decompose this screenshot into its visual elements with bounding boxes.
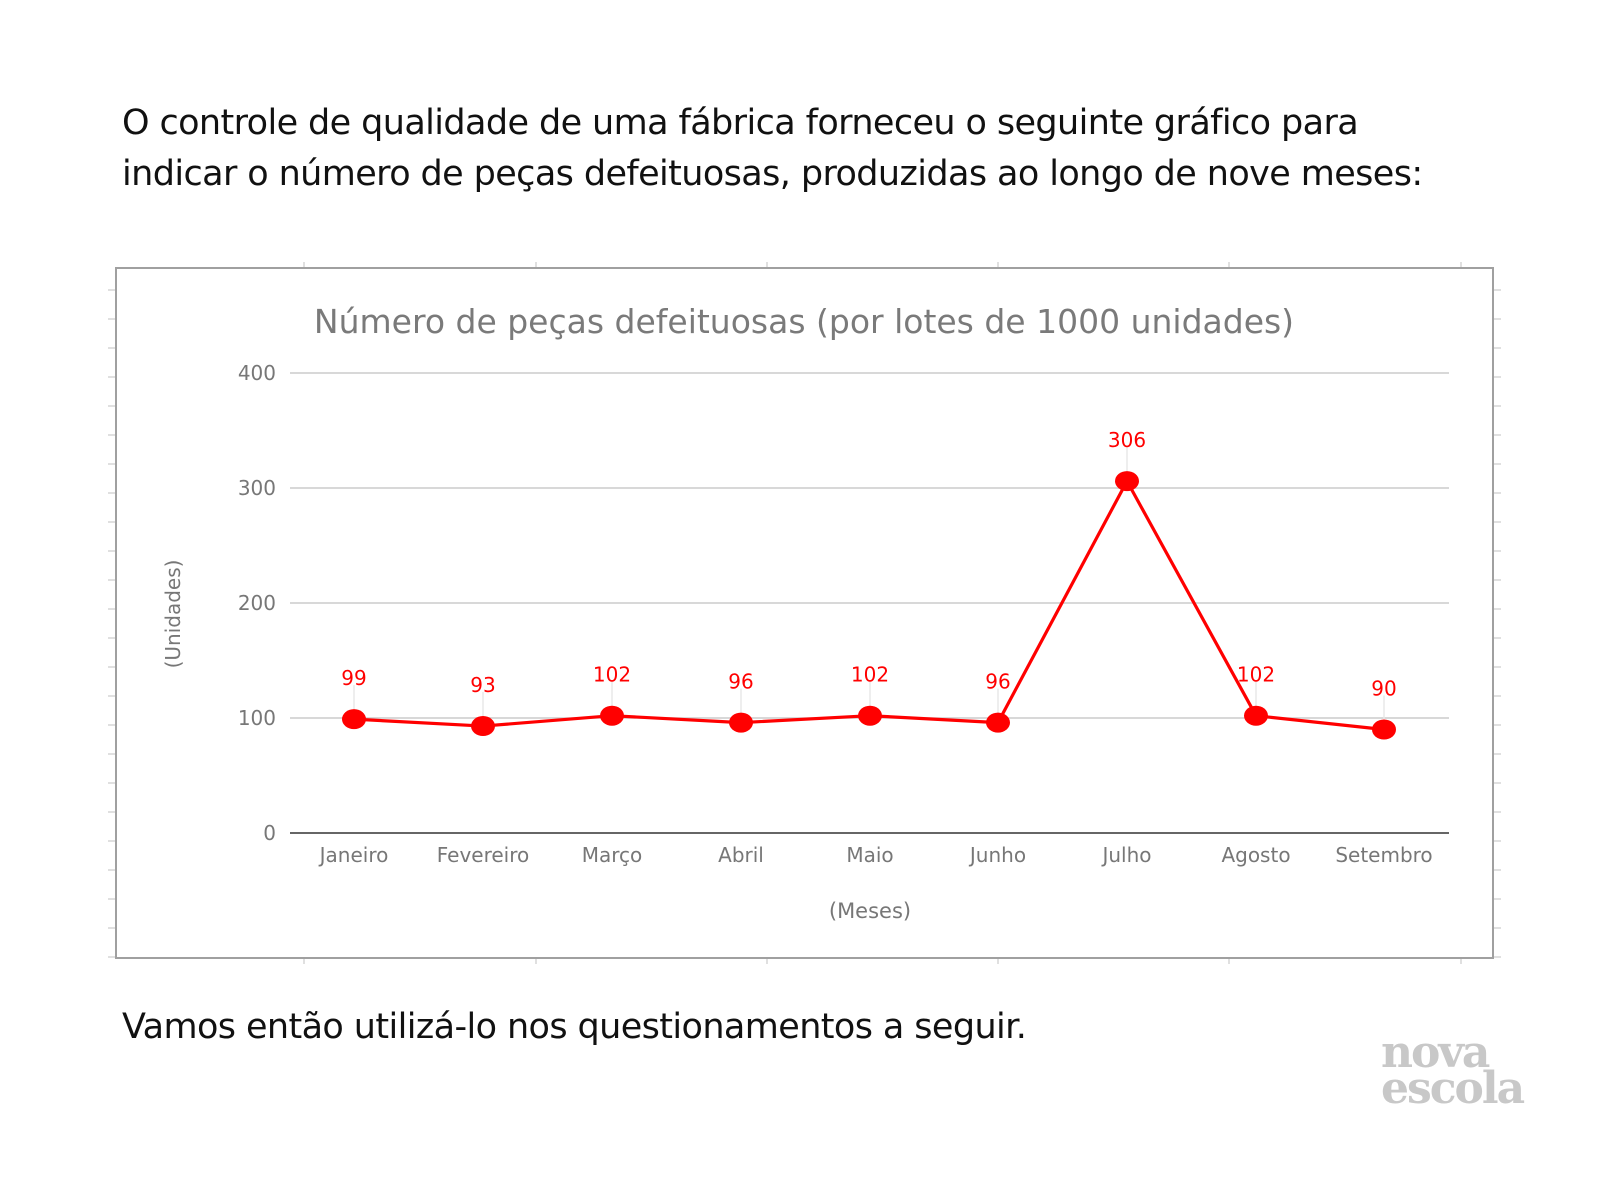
y-tick-label: 0 [263,821,276,845]
intro-line-1: O controle de qualidade de uma fábrica f… [122,103,1359,143]
data-point-marker [986,712,1010,733]
data-label: 99 [341,666,366,690]
chart-title: Número de peças defeituosas (por lotes d… [314,302,1294,341]
y-axis-tick-labels: 0 100 200 300 400 [238,361,276,845]
data-label: 102 [1237,663,1275,687]
x-tick-label: Agosto [1221,843,1290,867]
x-axis-title: (Meses) [829,899,911,923]
frame-ticks [108,262,1501,964]
x-axis-tick-labels: Janeiro Fevereiro Março Abril Maio Junho Julho… [318,843,1433,867]
x-tick-label: Junho [968,843,1026,867]
logo-line-1: nova [1381,1027,1490,1078]
data-point-marker [1372,719,1396,740]
data-point-marker [342,709,366,730]
data-label: 96 [728,670,753,694]
data-point-marker [1244,705,1268,726]
data-point-marker [729,712,753,733]
chart-frame [115,267,1494,959]
data-point-marker [471,716,495,737]
x-tick-label: Janeiro [318,843,389,867]
data-label: 102 [851,663,889,687]
data-label: 90 [1371,677,1396,701]
y-tick-label: 200 [238,591,276,615]
data-label: 93 [470,673,495,697]
y-tick-label: 300 [238,476,276,500]
logo-line-2: escola [1381,1063,1525,1114]
x-tick-label: Setembro [1335,843,1432,867]
x-tick-label: Maio [846,843,893,867]
x-tick-label: Julho [1100,843,1151,867]
data-point-marker [600,705,624,726]
series-line [342,447,1396,740]
intro-line-2: indicar o número de peças defeituosas, p… [122,154,1423,194]
data-point-marker [1115,471,1139,492]
data-label: 306 [1108,428,1146,452]
y-tick-label: 100 [238,706,276,730]
outro-text: Vamos então utilizá-lo nos questionament… [122,1007,1027,1047]
x-tick-label: Abril [718,843,764,867]
data-labels: 99 93 102 96 102 96 306 102 90 [341,428,1396,700]
data-label: 96 [985,670,1010,694]
x-tick-label: Março [582,843,643,867]
nova-escola-logo: nova escola [1381,1027,1541,1114]
data-label: 102 [593,663,631,687]
y-axis-title: (Unidades) [161,560,185,669]
y-tick-label: 400 [238,361,276,385]
x-tick-label: Fevereiro [437,843,530,867]
data-point-marker [858,705,882,726]
intro-text: O controle de qualidade de uma fábrica f… [122,98,1562,200]
